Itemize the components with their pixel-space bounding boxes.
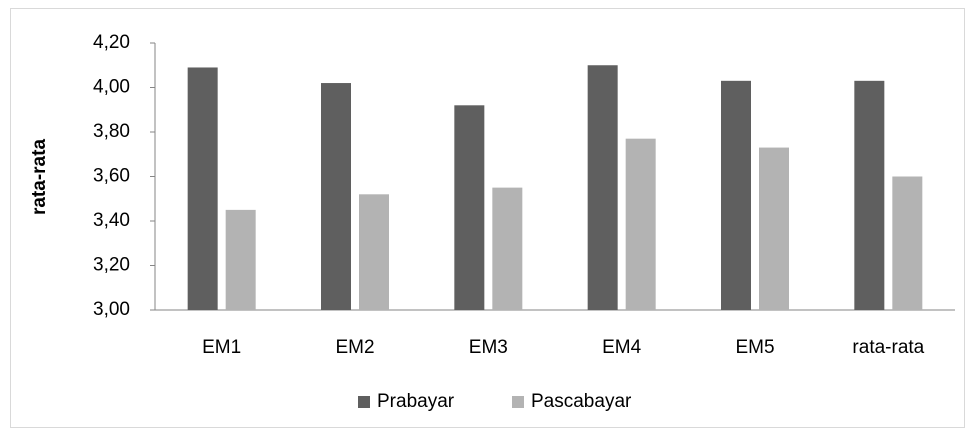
bar — [454, 105, 485, 310]
bar — [892, 176, 923, 310]
bar — [187, 67, 218, 310]
x-tick-label: EM5 — [735, 337, 774, 358]
bar — [492, 187, 523, 310]
x-tick-label: EM4 — [602, 337, 642, 358]
legend-swatch — [512, 396, 524, 408]
bar — [721, 80, 751, 310]
y-tick-label: 3,20 — [93, 255, 130, 276]
x-tick-label: rata-rata — [852, 337, 924, 358]
legend-label: Prabayar — [377, 391, 455, 412]
bar — [587, 65, 618, 310]
bar — [854, 80, 885, 310]
bar — [321, 83, 351, 310]
legend-swatch — [358, 396, 370, 408]
y-tick-label: 3,00 — [93, 299, 130, 320]
bar — [759, 147, 789, 310]
x-tick-label: EM1 — [202, 337, 241, 358]
y-tick-label: 3,80 — [93, 121, 130, 142]
y-tick-label: 3,40 — [93, 210, 130, 231]
y-tick-label: 4,20 — [93, 32, 130, 53]
chart-border — [10, 8, 965, 428]
bar — [225, 209, 256, 310]
legend-label: Pascabayar — [531, 391, 632, 412]
y-tick-label: 3,60 — [93, 166, 130, 187]
x-tick-label: EM2 — [335, 337, 374, 358]
y-axis-label: rata-rata — [29, 139, 50, 215]
x-tick-label: EM3 — [469, 337, 508, 358]
bar — [359, 194, 389, 310]
bar — [625, 138, 656, 310]
y-tick-label: 4,00 — [93, 77, 130, 98]
